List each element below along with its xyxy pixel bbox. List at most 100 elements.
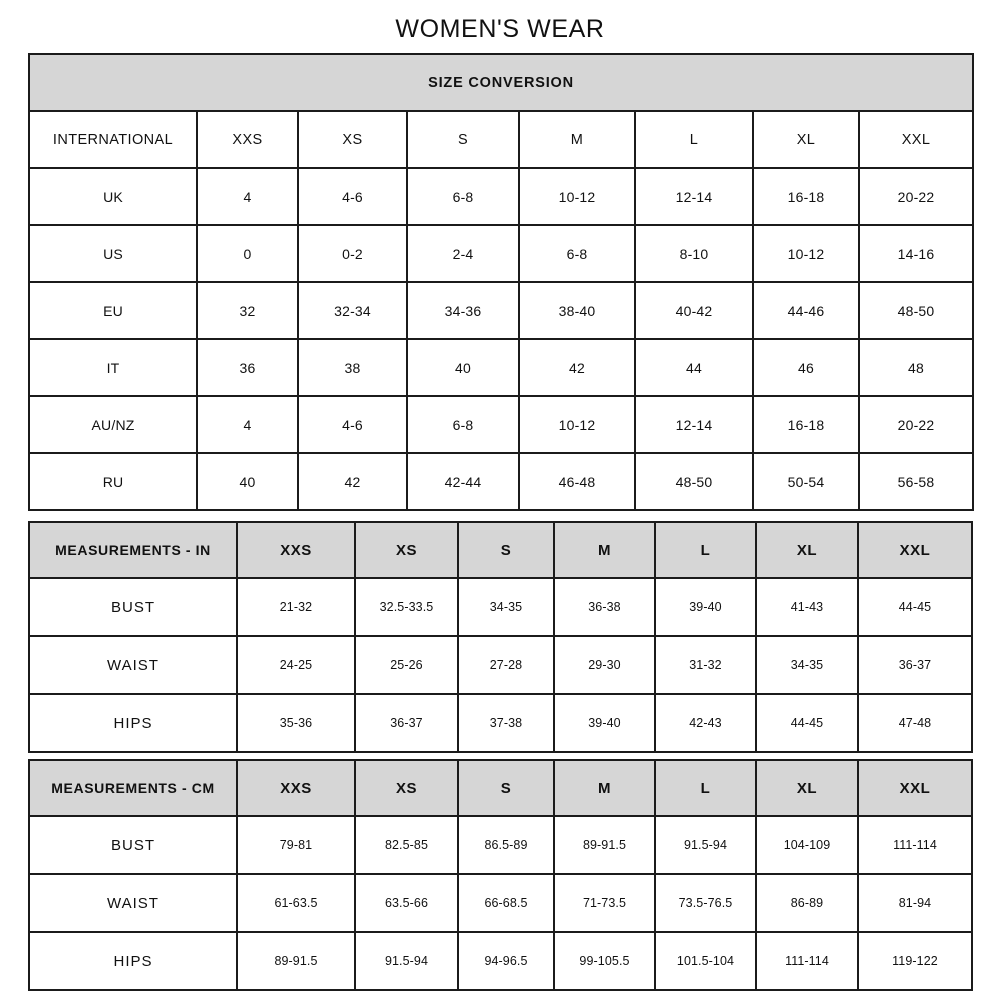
table-cell: 91.5-94 bbox=[354, 931, 459, 991]
table-row: IT 36 38 40 42 44 46 48 bbox=[28, 338, 974, 397]
table-cell: 14-16 bbox=[858, 224, 974, 283]
table-cell: 21-32 bbox=[236, 577, 356, 637]
table-row: BUST 21-32 32.5-33.5 34-35 36-38 39-40 4… bbox=[28, 577, 973, 637]
table-cell: 32 bbox=[196, 281, 299, 340]
table-cell: 4-6 bbox=[297, 167, 408, 226]
table-cell: 42-43 bbox=[654, 693, 757, 753]
table-cell: 36-38 bbox=[553, 577, 656, 637]
table-cell: 34-35 bbox=[457, 577, 555, 637]
table-cell: 4 bbox=[196, 395, 299, 454]
table-cell: 12-14 bbox=[634, 395, 754, 454]
column-header-xl: XL bbox=[755, 759, 859, 817]
table-cell: 47-48 bbox=[857, 693, 973, 753]
row-label: RU bbox=[28, 452, 198, 511]
table-cell: 63.5-66 bbox=[354, 873, 459, 933]
table-cell: 50-54 bbox=[752, 452, 860, 511]
column-header-xxl: XXL bbox=[857, 521, 973, 579]
table-cell: 56-58 bbox=[858, 452, 974, 511]
page-title: WOMEN'S WEAR bbox=[395, 15, 605, 43]
table-cell: 20-22 bbox=[858, 395, 974, 454]
table-header-row: INTERNATIONAL XXS XS S M L XL XXL bbox=[28, 110, 974, 169]
table-cell: 10-12 bbox=[518, 395, 636, 454]
row-label: BUST bbox=[28, 815, 238, 875]
table-cell: 42 bbox=[297, 452, 408, 511]
table-cell: 81-94 bbox=[857, 873, 973, 933]
row-label: IT bbox=[28, 338, 198, 397]
column-header-measurements-in: MEASUREMENTS - IN bbox=[28, 521, 238, 579]
table-cell: 111-114 bbox=[857, 815, 973, 875]
row-label: US bbox=[28, 224, 198, 283]
table-row: BUST 79-81 82.5-85 86.5-89 89-91.5 91.5-… bbox=[28, 815, 973, 875]
table-cell: 16-18 bbox=[752, 395, 860, 454]
column-header-m: M bbox=[553, 759, 656, 817]
table-cell: 4-6 bbox=[297, 395, 408, 454]
table-cell: 44-46 bbox=[752, 281, 860, 340]
table-cell: 24-25 bbox=[236, 635, 356, 695]
column-header-m: M bbox=[518, 110, 636, 169]
table-cell: 10-12 bbox=[518, 167, 636, 226]
column-header-s: S bbox=[457, 759, 555, 817]
table-cell: 40 bbox=[196, 452, 299, 511]
table-cell: 86-89 bbox=[755, 873, 859, 933]
table-cell: 46 bbox=[752, 338, 860, 397]
table-cell: 37-38 bbox=[457, 693, 555, 753]
table-cell: 2-4 bbox=[406, 224, 520, 283]
table-cell: 32-34 bbox=[297, 281, 408, 340]
table-cell: 79-81 bbox=[236, 815, 356, 875]
table-row: HIPS 89-91.5 91.5-94 94-96.5 99-105.5 10… bbox=[28, 931, 973, 991]
row-label: UK bbox=[28, 167, 198, 226]
table-cell: 6-8 bbox=[406, 395, 520, 454]
table-row: AU/NZ 4 4-6 6-8 10-12 12-14 16-18 20-22 bbox=[28, 395, 974, 454]
table-row: WAIST 61-63.5 63.5-66 66-68.5 71-73.5 73… bbox=[28, 873, 973, 933]
table-cell: 39-40 bbox=[654, 577, 757, 637]
table-cell: 36-37 bbox=[857, 635, 973, 695]
column-header-xxl: XXL bbox=[857, 759, 973, 817]
table-cell: 0 bbox=[196, 224, 299, 283]
column-header-l: L bbox=[654, 521, 757, 579]
table-cell: 82.5-85 bbox=[354, 815, 459, 875]
table-cell: 36-37 bbox=[354, 693, 459, 753]
column-header-xxs: XXS bbox=[236, 521, 356, 579]
row-label: BUST bbox=[28, 577, 238, 637]
table-cell: 8-10 bbox=[634, 224, 754, 283]
column-header-xxs: XXS bbox=[196, 110, 299, 169]
measurements-inches-table: MEASUREMENTS - IN XXS XS S M L XL XXL BU… bbox=[28, 521, 973, 753]
row-label: HIPS bbox=[28, 693, 238, 753]
table-cell: 94-96.5 bbox=[457, 931, 555, 991]
table-cell: 86.5-89 bbox=[457, 815, 555, 875]
table-cell: 12-14 bbox=[634, 167, 754, 226]
table-cell: 71-73.5 bbox=[553, 873, 656, 933]
table-cell: 48-50 bbox=[634, 452, 754, 511]
table-cell: 44-45 bbox=[857, 577, 973, 637]
table-cell: 41-43 bbox=[755, 577, 859, 637]
table-cell: 91.5-94 bbox=[654, 815, 757, 875]
table-cell: 38 bbox=[297, 338, 408, 397]
column-header-s: S bbox=[406, 110, 520, 169]
table-cell: 38-40 bbox=[518, 281, 636, 340]
row-label: AU/NZ bbox=[28, 395, 198, 454]
table-cell: 31-32 bbox=[654, 635, 757, 695]
table-cell: 27-28 bbox=[457, 635, 555, 695]
measurements-centimeters-table: MEASUREMENTS - CM XXS XS S M L XL XXL BU… bbox=[28, 759, 973, 991]
table-cell: 101.5-104 bbox=[654, 931, 757, 991]
column-header-xxs: XXS bbox=[236, 759, 356, 817]
table-cell: 44 bbox=[634, 338, 754, 397]
table-row: UK 4 4-6 6-8 10-12 12-14 16-18 20-22 bbox=[28, 167, 974, 226]
table-cell: 4 bbox=[196, 167, 299, 226]
table-cell: 6-8 bbox=[518, 224, 636, 283]
table-cell: 111-114 bbox=[755, 931, 859, 991]
table-cell: 42-44 bbox=[406, 452, 520, 511]
row-label: WAIST bbox=[28, 873, 238, 933]
column-header-l: L bbox=[634, 110, 754, 169]
row-label: EU bbox=[28, 281, 198, 340]
table-cell: 99-105.5 bbox=[553, 931, 656, 991]
table-cell: 35-36 bbox=[236, 693, 356, 753]
table-cell: 73.5-76.5 bbox=[654, 873, 757, 933]
table-cell: 34-36 bbox=[406, 281, 520, 340]
table-header-row: MEASUREMENTS - IN XXS XS S M L XL XXL bbox=[28, 521, 973, 579]
table-cell: 66-68.5 bbox=[457, 873, 555, 933]
table-row: RU 40 42 42-44 46-48 48-50 50-54 56-58 bbox=[28, 452, 974, 511]
table-cell: 48 bbox=[858, 338, 974, 397]
table-cell: 0-2 bbox=[297, 224, 408, 283]
